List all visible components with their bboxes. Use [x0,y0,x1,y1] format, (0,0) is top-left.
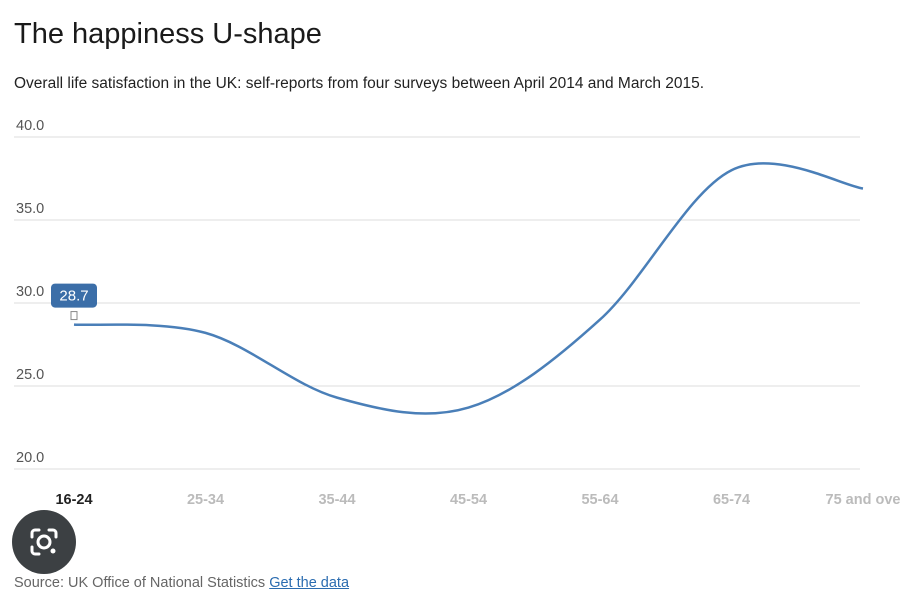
y-tick-label: 40.0 [16,118,44,134]
get-the-data-link[interactable]: Get the data [269,575,350,591]
data-label-box [51,283,97,308]
source-line: Source: UK Office of National Statistics… [14,575,349,591]
x-tick-label: 25-34 [187,492,224,508]
source-text: Source: UK Office of National Statistics [14,575,266,591]
y-tick-label: 20.0 [16,450,44,466]
data-point [334,395,340,401]
data-label: 28.7 [59,288,88,305]
series-line [73,162,864,415]
y-tick-label: 30.0 [16,284,44,300]
x-tick-label: 16-24 [55,492,92,508]
data-point [203,330,209,336]
chart-subtitle: Overall life satisfaction in the UK: sel… [14,75,705,92]
x-tick-label: 55-64 [581,492,618,508]
data-point [860,185,866,191]
google-lens-button[interactable] [12,510,76,574]
data-point [71,322,77,328]
x-tick-label: 65-74 [713,492,750,508]
data-point [597,317,603,323]
x-tick-label: 45-54 [450,492,487,508]
y-tick-label: 25.0 [16,367,44,383]
chart-title: The happiness U-shape [14,18,322,50]
data-point [466,405,472,411]
google-lens-icon [30,528,58,556]
y-tick-label: 35.0 [16,201,44,217]
hover-marker [70,311,78,321]
data-point [729,167,735,173]
x-tick-label: 75 and ove [826,492,901,508]
x-tick-label: 35-44 [318,492,355,508]
